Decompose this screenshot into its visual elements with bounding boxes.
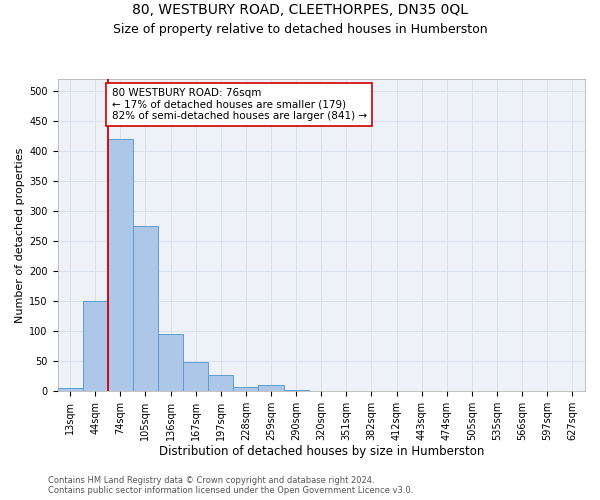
Bar	[58, 388, 83, 391]
Bar	[183, 362, 208, 391]
Bar	[259, 385, 284, 391]
Text: 80, WESTBURY ROAD, CLEETHORPES, DN35 0QL: 80, WESTBURY ROAD, CLEETHORPES, DN35 0QL	[132, 2, 468, 16]
Text: Contains HM Land Registry data © Crown copyright and database right 2024.
Contai: Contains HM Land Registry data © Crown c…	[48, 476, 413, 495]
Bar	[233, 387, 259, 391]
Bar	[308, 390, 334, 391]
Bar	[83, 301, 108, 391]
Text: Size of property relative to detached houses in Humberston: Size of property relative to detached ho…	[113, 22, 487, 36]
Y-axis label: Number of detached properties: Number of detached properties	[15, 148, 25, 323]
Bar	[158, 334, 183, 391]
Bar	[108, 139, 133, 391]
Bar	[284, 390, 308, 391]
Text: 80 WESTBURY ROAD: 76sqm
← 17% of detached houses are smaller (179)
82% of semi-d: 80 WESTBURY ROAD: 76sqm ← 17% of detache…	[112, 88, 367, 121]
Bar	[133, 226, 158, 391]
X-axis label: Distribution of detached houses by size in Humberston: Distribution of detached houses by size …	[158, 444, 484, 458]
Bar	[208, 375, 233, 391]
